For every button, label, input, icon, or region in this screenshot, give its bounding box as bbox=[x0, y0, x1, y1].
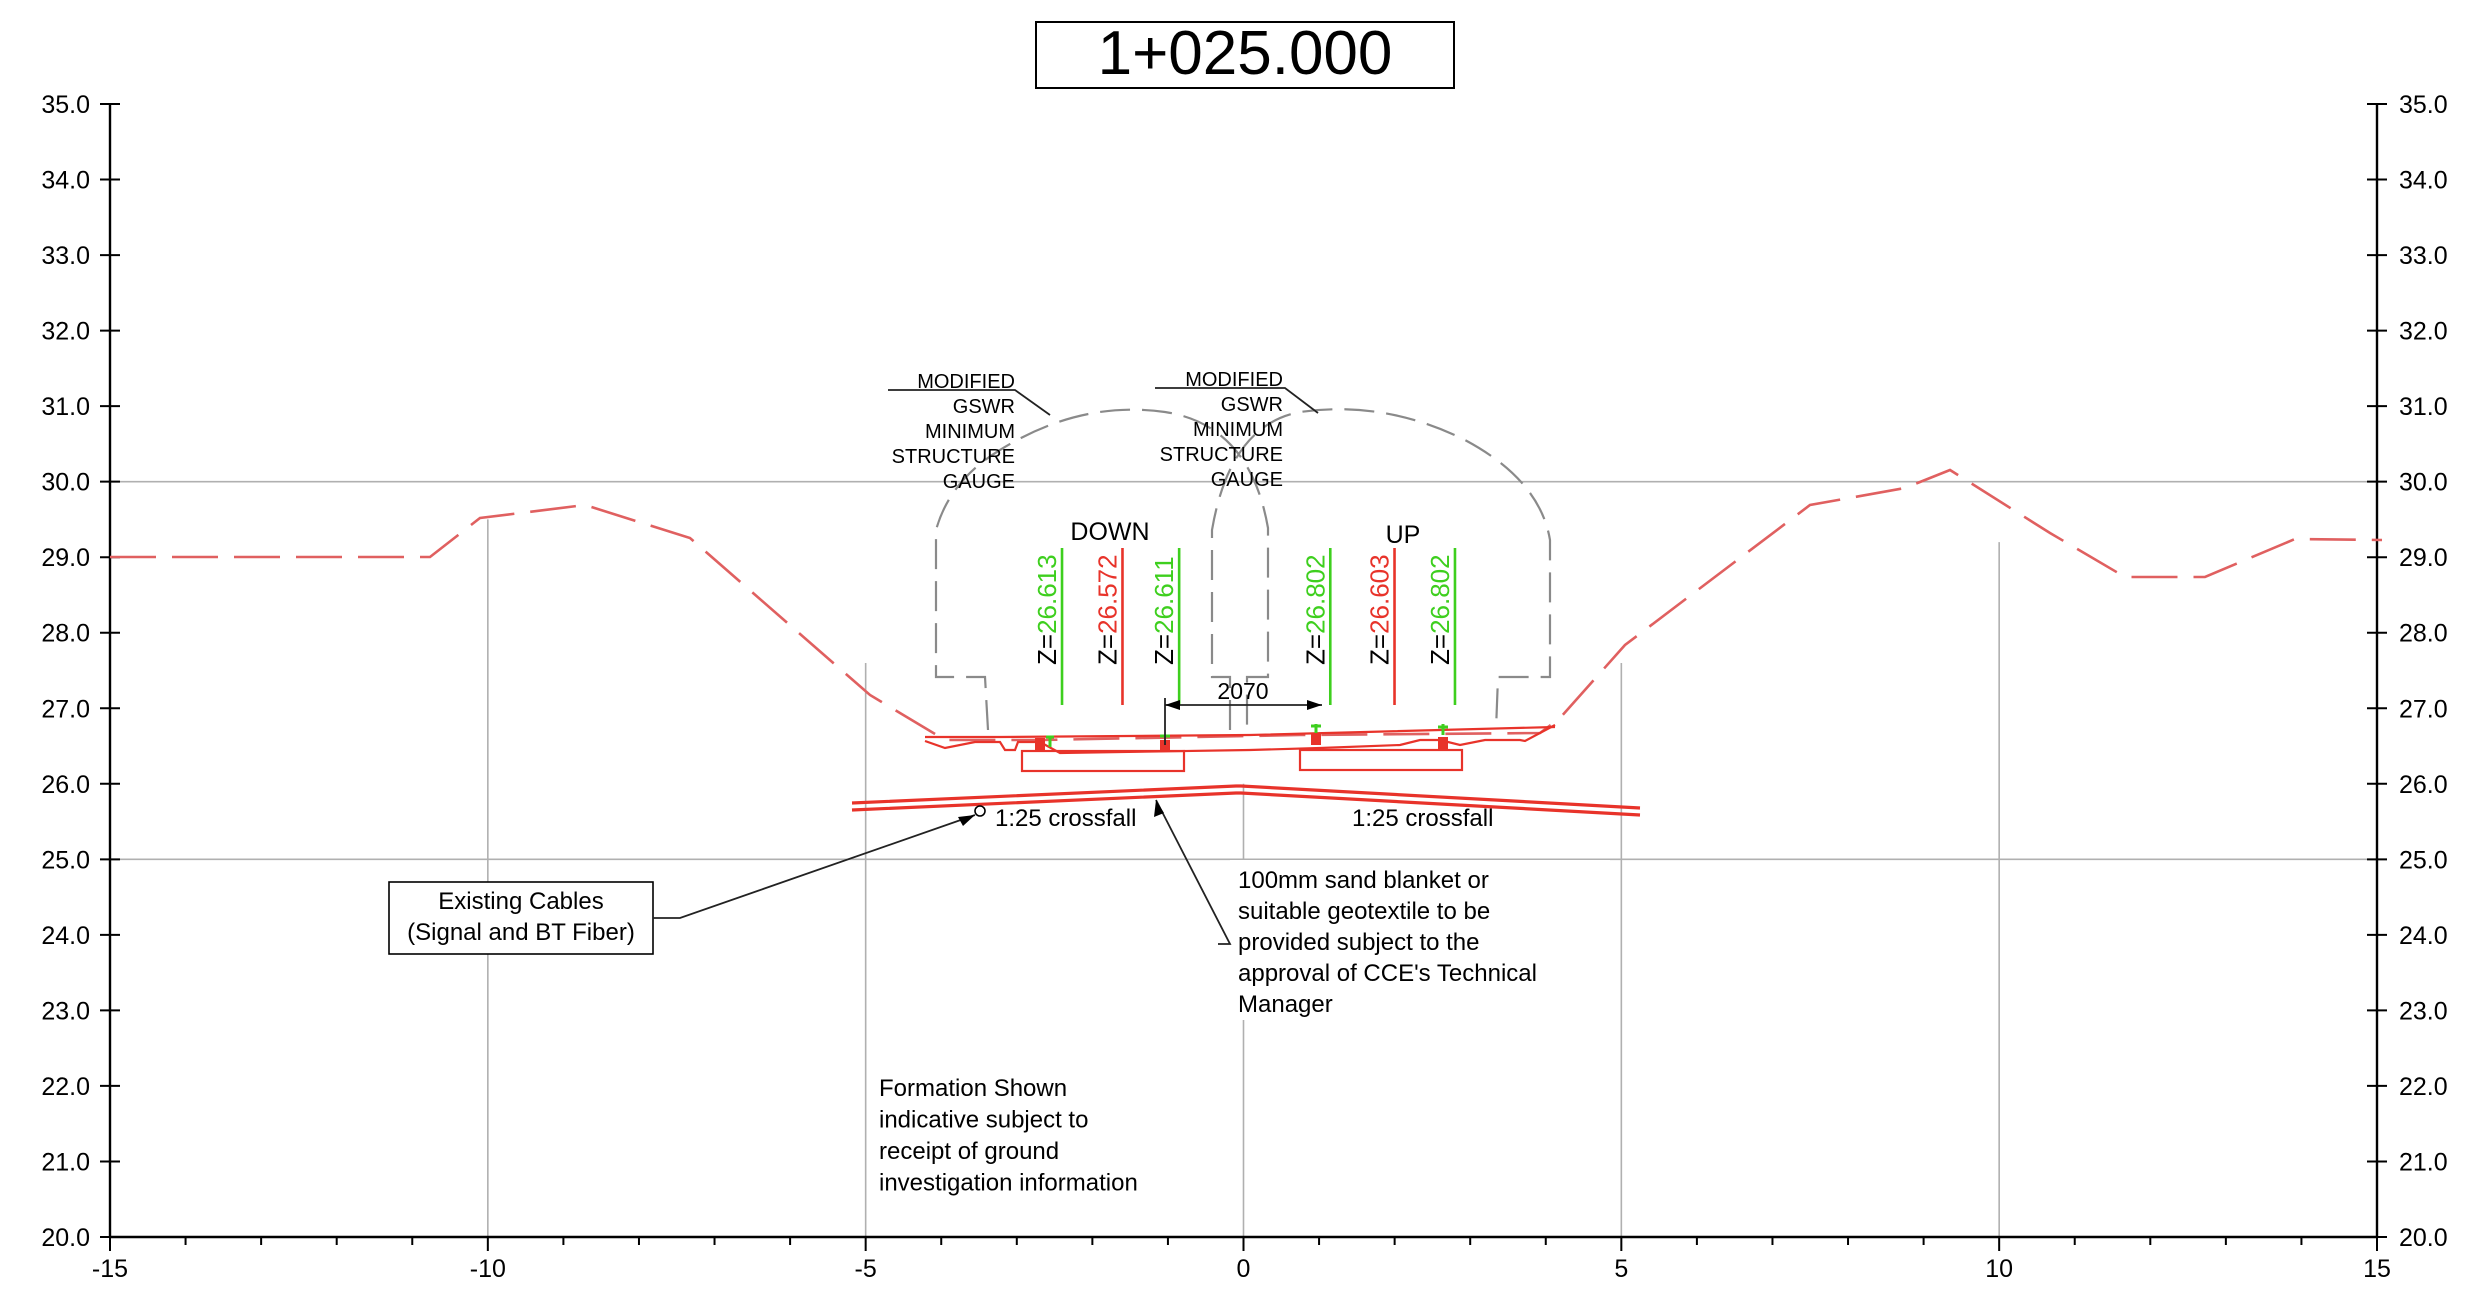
y-tick-label: 33.0 bbox=[41, 242, 90, 270]
x-tick-label: -15 bbox=[92, 1255, 128, 1283]
axis-layer: 20.0 20.0 21.0 21.0 22.0 22.0 23.0 23.0 24.0 24.0… bbox=[41, 91, 2447, 1283]
y-tick-label: 24.0 bbox=[41, 922, 90, 950]
crossfall-left: 1:25 crossfall bbox=[974, 805, 1136, 832]
y-tick-label: 33.0 bbox=[2399, 242, 2448, 270]
y-tick-label: 31.0 bbox=[2399, 393, 2448, 421]
gauge-label-line: MODIFIED bbox=[917, 371, 1015, 393]
gauge-label-line: STRUCTURE bbox=[1160, 444, 1283, 466]
x-tick-label: 0 bbox=[1237, 1255, 1251, 1283]
sand-note-line: provided subject to the bbox=[1238, 929, 1480, 956]
y-tick-label: 21.0 bbox=[41, 1148, 90, 1176]
sand-note-line: Manager bbox=[1238, 991, 1333, 1018]
gauge-label-line: MINIMUM bbox=[1193, 419, 1283, 441]
x-tick-label: 15 bbox=[2363, 1255, 2391, 1283]
y-tick-label: 34.0 bbox=[2399, 167, 2448, 195]
rail-marker-up-right bbox=[1438, 724, 1448, 749]
level-text: Z=26.613 bbox=[1032, 554, 1062, 665]
rail-marker-down-left bbox=[1035, 735, 1054, 750]
sand-note-line: approval of CCE's Technical bbox=[1238, 960, 1537, 987]
down-track-label: DOWN bbox=[1070, 518, 1149, 546]
existing-ground-line bbox=[110, 468, 2383, 742]
level-callout: Z=26.611 bbox=[1149, 548, 1181, 705]
y-tick-label: 34.0 bbox=[41, 167, 90, 195]
gauge-label-left: MODIFIED GSWR MINIMUM STRUCTURE GAUGE bbox=[888, 371, 1051, 493]
y-tick-label: 28.0 bbox=[2399, 620, 2448, 648]
sand-note-line: 100mm sand blanket or bbox=[1238, 867, 1489, 894]
crossfall-right-text: 1:25 crossfall bbox=[1352, 805, 1493, 832]
y-tick-label: 25.0 bbox=[2399, 846, 2448, 874]
level-callout: Z=26.603 bbox=[1365, 548, 1396, 705]
y-tick-label: 30.0 bbox=[41, 469, 90, 497]
y-tick-label: 23.0 bbox=[2399, 997, 2448, 1025]
gauge-label-right: MODIFIED GSWR MINIMUM STRUCTURE GAUGE bbox=[1155, 369, 1319, 491]
chainage-title: 1+025.000 bbox=[1035, 19, 1455, 89]
y-tick-label: 22.0 bbox=[41, 1073, 90, 1101]
y-tick-label: 26.0 bbox=[41, 771, 90, 799]
level-callout: Z=26.802 bbox=[1300, 548, 1332, 705]
y-tick-label: 28.0 bbox=[41, 620, 90, 648]
structure-gauge-up bbox=[1210, 408, 1552, 731]
y-tick-label: 22.0 bbox=[2399, 1073, 2448, 1101]
gauge-label-line: MINIMUM bbox=[925, 421, 1015, 443]
level-text: Z=26.572 bbox=[1092, 554, 1122, 665]
y-tick-label: 21.0 bbox=[2399, 1148, 2448, 1176]
levels-layer: Z=26.613 Z=26.572 Z=26.611 Z=26.802 Z=26.603… bbox=[1032, 548, 1457, 705]
gauge-label-line: GAUGE bbox=[943, 471, 1015, 493]
y-tick-label: 32.0 bbox=[2399, 318, 2448, 346]
gauge-label-line: GSWR bbox=[1221, 394, 1283, 416]
level-callout: Z=26.802 bbox=[1425, 548, 1457, 705]
y-tick-label: 30.0 bbox=[2399, 469, 2448, 497]
formation-note-line: Formation Shown bbox=[879, 1075, 1067, 1102]
track-centres-dimension: 2070 bbox=[1164, 678, 1322, 745]
up-track-label: UP bbox=[1386, 521, 1421, 549]
title-box bbox=[1035, 21, 1455, 89]
x-tick-label: -5 bbox=[855, 1255, 877, 1283]
formation-note-line: indicative subject to bbox=[879, 1107, 1088, 1134]
title-text: 1+025.000 bbox=[1098, 19, 1393, 88]
formation-layer bbox=[851, 724, 1641, 817]
y-tick-label: 23.0 bbox=[41, 997, 90, 1025]
grid-layer bbox=[110, 480, 2377, 1237]
x-tick-label: 10 bbox=[1985, 1255, 2013, 1283]
y-tick-label: 35.0 bbox=[41, 91, 90, 119]
crossfall-left-text: 1:25 crossfall bbox=[995, 805, 1136, 832]
rail-marker-up-left bbox=[1311, 724, 1321, 745]
level-text: Z=26.802 bbox=[1425, 554, 1455, 665]
x-tick-label: -10 bbox=[470, 1255, 506, 1283]
y-tick-label: 20.0 bbox=[2399, 1224, 2448, 1252]
existing-cables-callout: Existing Cables (Signal and BT Fiber) bbox=[388, 814, 976, 955]
structure-gauge-down bbox=[934, 408, 1270, 731]
level-callout: Z=26.572 bbox=[1092, 548, 1124, 705]
cables-line-2: (Signal and BT Fiber) bbox=[407, 919, 635, 946]
formation-note-line: receipt of ground bbox=[879, 1138, 1059, 1165]
y-tick-label: 24.0 bbox=[2399, 922, 2448, 950]
y-tick-label: 27.0 bbox=[41, 695, 90, 723]
y-tick-label: 29.0 bbox=[41, 544, 90, 572]
y-tick-label: 35.0 bbox=[2399, 91, 2448, 119]
sand-blanket-note: 100mm sand blanket or suitable geotextile… bbox=[1154, 799, 1610, 1020]
gauge-label-line: STRUCTURE bbox=[892, 446, 1015, 468]
y-tick-label: 20.0 bbox=[41, 1224, 90, 1252]
level-callout: Z=26.613 bbox=[1032, 548, 1064, 705]
y-tick-label: 26.0 bbox=[2399, 771, 2448, 799]
level-text: Z=26.603 bbox=[1365, 554, 1395, 665]
cables-line-1: Existing Cables bbox=[438, 888, 603, 915]
y-tick-label: 32.0 bbox=[41, 318, 90, 346]
dimension-text: 2070 bbox=[1217, 678, 1268, 704]
level-text: Z=26.611 bbox=[1149, 556, 1179, 665]
y-tick-label: 25.0 bbox=[41, 846, 90, 874]
sand-note-line: suitable geotextile to be bbox=[1238, 898, 1490, 925]
y-tick-label: 29.0 bbox=[2399, 544, 2448, 572]
x-tick-label: 5 bbox=[1614, 1255, 1628, 1283]
y-tick-label: 27.0 bbox=[2399, 695, 2448, 723]
formation-note-line: investigation information bbox=[879, 1170, 1138, 1197]
gauge-label-line: GAUGE bbox=[1211, 469, 1283, 491]
y-tick-label: 31.0 bbox=[41, 393, 90, 421]
level-text: Z=26.802 bbox=[1300, 554, 1330, 665]
formation-note: Formation Shown indicative subject to rece… bbox=[879, 1075, 1138, 1197]
gauge-label-line: MODIFIED bbox=[1185, 369, 1283, 391]
gauge-label-line: GSWR bbox=[953, 396, 1015, 418]
